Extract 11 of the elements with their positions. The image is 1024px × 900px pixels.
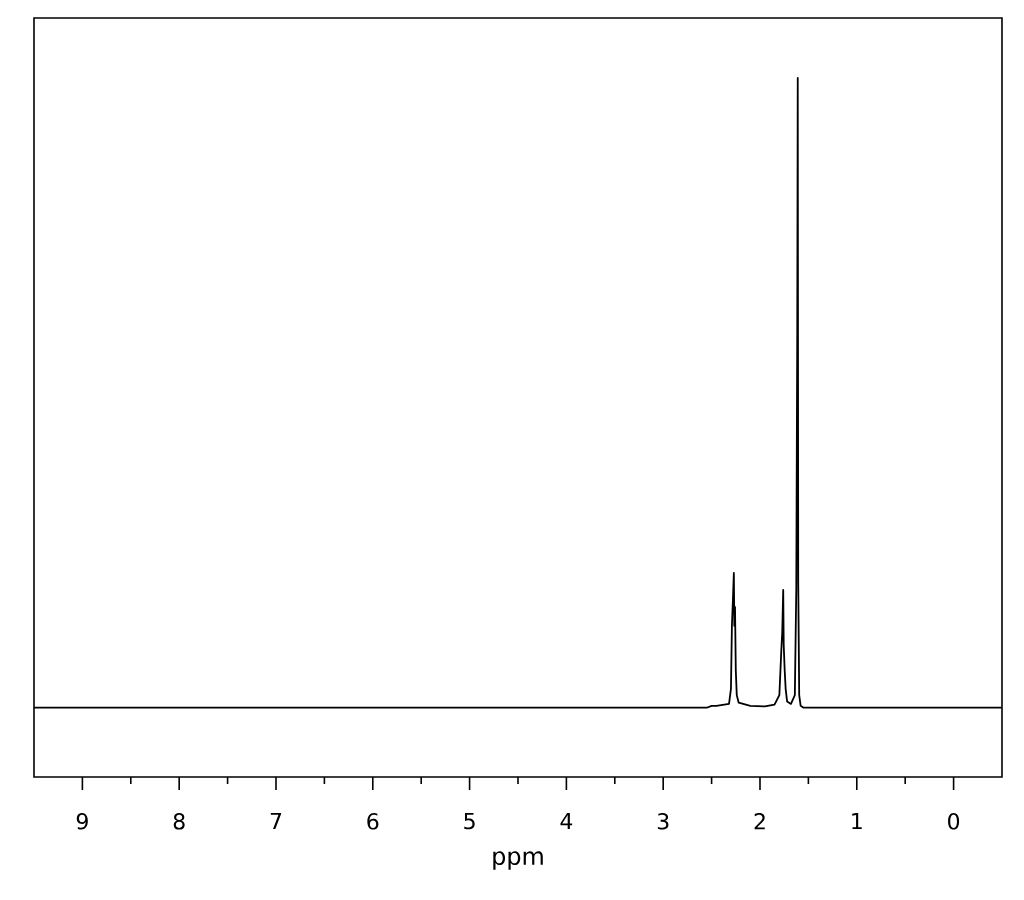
x-tick-label: 6	[367, 813, 379, 830]
x-tick-label: 0	[948, 813, 960, 830]
x-tick-label: 7	[270, 813, 282, 830]
x-tick-label: 5	[464, 813, 475, 830]
x-tick-label: 9	[76, 813, 88, 830]
x-tick-label: 1	[852, 813, 862, 830]
x-tick-label: 2	[754, 813, 765, 830]
x-axis-title: ppm	[493, 851, 543, 870]
x-tick-label: 4	[560, 813, 573, 830]
x-tick-label: 8	[173, 813, 185, 830]
x-tick-label: 3	[657, 813, 669, 830]
